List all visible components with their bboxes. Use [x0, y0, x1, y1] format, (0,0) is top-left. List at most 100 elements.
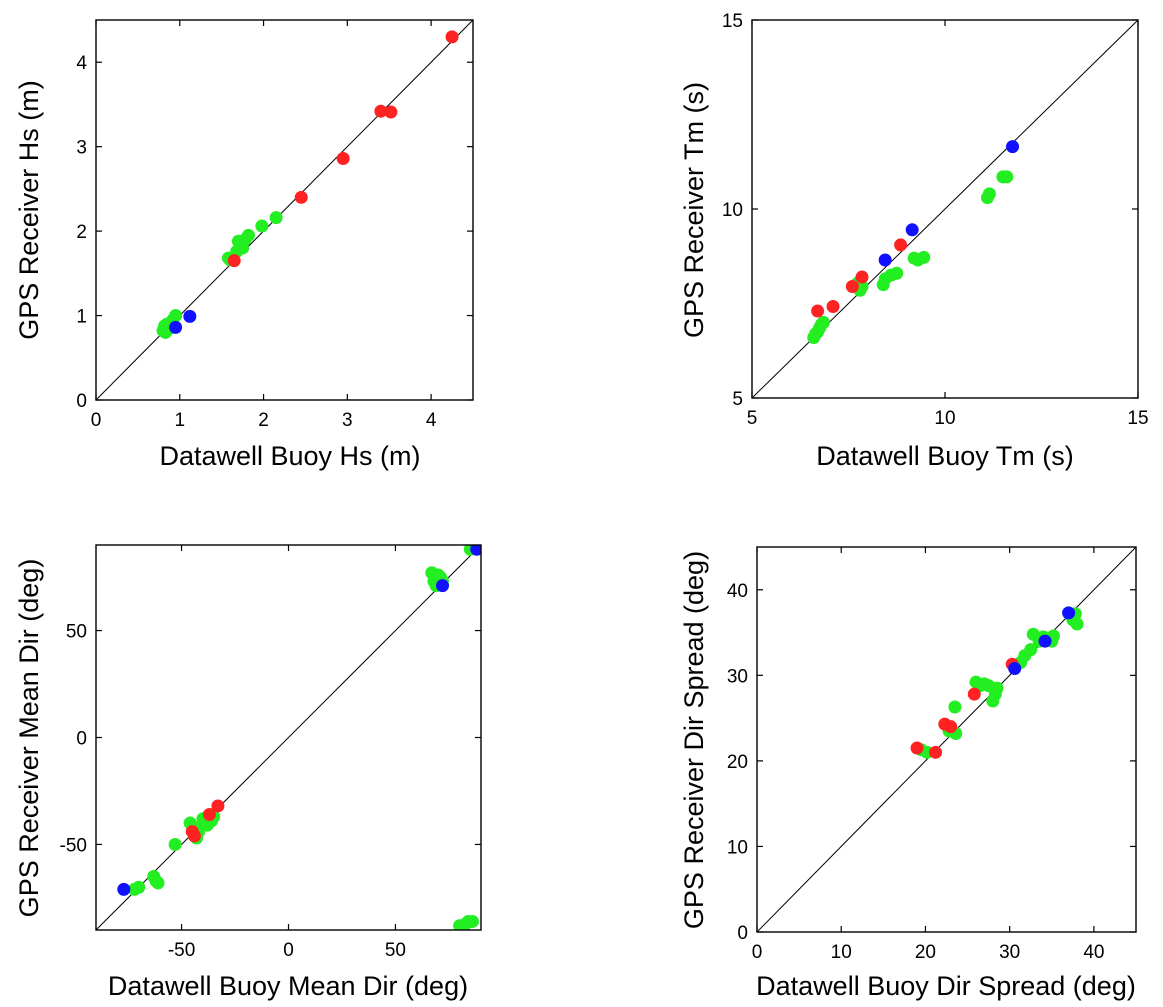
panel-hs-xtick-label: 1: [174, 410, 185, 431]
panel-dir-spread-marks: 0 10 20 30 40 0 10 20 30 40: [727, 546, 1137, 963]
panel-dir-spread-plot-frame: [756, 546, 1137, 933]
panel-mean-dir-xtick-label: 0: [283, 940, 294, 961]
panel-hs-xtick-label: 4: [426, 410, 437, 431]
panel-mean-dir-point-red: [202, 808, 216, 821]
panel-dir-spread-xtick-label: 40: [1083, 942, 1104, 963]
panel-dir-spread-point-blue: [1062, 606, 1076, 620]
panel-hs-xtick-label: 0: [91, 410, 102, 431]
panel-dir-spread: 0 10 20 30 40 0 10 20 30 40 Datawell Buoy Dir Spr…: [679, 546, 1137, 1001]
panel-hs-point-green: [255, 219, 269, 233]
panel-dir-spread-xlabel: Datawell Buoy Dir Spread (deg): [756, 971, 1136, 1001]
panel-tm-xlabel: Datawell Buoy Tm (s): [816, 441, 1074, 471]
panel-hs-point-green: [169, 309, 183, 323]
panel-hs-point-green: [159, 325, 173, 339]
panel-hs-xtick-label: 3: [342, 410, 353, 431]
panel-hs-ytick-label: 2: [76, 222, 87, 243]
panel-mean-dir-point-green: [453, 919, 467, 930]
panel-tm-point-red: [894, 238, 908, 252]
panel-dir-spread-ytick-label: 0: [737, 923, 748, 944]
panel-tm: 5 10 15 5 10 15 Datawell Buoy Tm (s) GPS Rece…: [679, 11, 1149, 471]
panel-dir-spread-point-green: [1024, 643, 1038, 657]
panel-mean-dir-point-blue: [470, 545, 481, 556]
panel-mean-dir-xlabel: Datawell Buoy Mean Dir (deg): [108, 971, 468, 1001]
panel-tm-point-blue: [905, 223, 919, 237]
panel-tm-point-green: [890, 266, 904, 280]
panel-hs-ytick-label: 3: [76, 138, 87, 159]
panel-tm-point-green: [1000, 170, 1014, 184]
panel-hs-ytick-label: 4: [76, 53, 87, 74]
panel-hs-point-red: [227, 254, 241, 268]
panel-dir-spread-point-red: [967, 687, 981, 701]
panel-mean-dir: -50 0 50 -50 0 50 Datawell Buoy Mean Dir (deg…: [14, 544, 482, 1001]
panel-mean-dir-point-green: [151, 876, 165, 890]
panel-dir-spread-point-green: [990, 681, 1004, 695]
panel-mean-dir-points: [117, 545, 481, 930]
panel-dir-spread-ytick-label: 10: [727, 837, 748, 858]
panel-hs-point-green: [231, 234, 245, 248]
panel-tm-point-red: [811, 304, 825, 318]
panel-dir-spread-xtick-label: 0: [752, 942, 763, 963]
panel-hs-ytick-label: 0: [76, 391, 87, 412]
panel-dir-spread-point-blue: [1038, 634, 1052, 648]
panel-hs-point-red: [445, 30, 459, 44]
panel-mean-dir-point-green: [132, 880, 146, 894]
panel-dir-spread-point-red: [910, 741, 924, 755]
panel-dir-spread-points: [910, 606, 1084, 759]
panel-tm-xtick-label: 15: [1127, 408, 1148, 429]
panel-dir-spread-xtick-label: 20: [915, 942, 936, 963]
panel-tm-marks: 5 10 15 5 10 15: [722, 11, 1149, 429]
panel-hs-plot-frame: [95, 19, 474, 401]
panel-mean-dir-ytick-label: -50: [60, 835, 87, 856]
panel-dir-spread-ytick-label: 20: [727, 752, 748, 773]
panel-dir-spread-ytick-label: 40: [727, 581, 748, 602]
panel-hs-xtick-label: 2: [258, 410, 269, 431]
panel-mean-dir-xtick-label: 50: [385, 940, 406, 961]
panel-tm-point-red: [855, 270, 869, 284]
panel-tm-xtick-label: 10: [934, 408, 955, 429]
panel-hs-point-red: [384, 105, 398, 119]
panel-tm-ytick-label: 5: [732, 389, 743, 410]
panel-mean-dir-point-blue: [436, 579, 449, 593]
panel-dir-spread-xtick-label: 10: [831, 942, 852, 963]
panel-dir-spread-point-green: [948, 700, 962, 714]
panel-mean-dir-ytick-label: 50: [66, 622, 87, 643]
panel-tm-point-green: [816, 315, 830, 329]
panel-mean-dir-identity-line: [96, 545, 481, 930]
panel-hs-point-green: [241, 228, 255, 242]
panel-mean-dir-point-red: [187, 829, 201, 843]
panel-dir-spread-ylabel: GPS Receiver Dir Spread (deg): [679, 551, 709, 929]
panel-hs-point-red: [294, 190, 308, 204]
panel-hs-marks: 0 1 2 3 4 0 1 2 3 4: [76, 19, 474, 431]
panel-hs-point-red: [336, 151, 350, 165]
panel-mean-dir-marks: -50 0 50 -50 0 50: [60, 544, 482, 961]
panel-dir-spread-point-red: [944, 720, 958, 734]
panel-mean-dir-ylabel: GPS Receiver Mean Dir (deg): [14, 559, 44, 918]
panel-hs-point-blue: [169, 320, 183, 334]
panel-dir-spread-point-blue: [1008, 661, 1022, 675]
panel-dir-spread-ytick-label: 30: [727, 666, 748, 687]
panel-hs-xlabel: Datawell Buoy Hs (m): [159, 441, 420, 471]
panel-tm-ytick-label: 15: [722, 11, 743, 32]
panel-tm-point-red: [826, 300, 840, 314]
panel-tm-point-green: [855, 279, 869, 293]
panel-hs-points: [156, 30, 459, 339]
panel-dir-spread-point-green: [1070, 617, 1084, 631]
panel-tm-point-blue: [878, 253, 892, 267]
panel-tm-ytick-label: 10: [722, 200, 743, 221]
panel-tm-points: [807, 140, 1020, 345]
panel-mean-dir-xtick-label: -50: [168, 940, 195, 961]
panel-tm-ylabel: GPS Receiver Tm (s): [679, 82, 709, 338]
panel-tm-xtick-label: 5: [747, 408, 758, 429]
panel-hs: 0 1 2 3 4 0 1 2 3 4 Datawell Buoy Hs (m) GPS Rece…: [14, 19, 474, 471]
panel-mean-dir-ytick-label: 0: [76, 729, 87, 750]
panel-tm-point-blue: [1006, 140, 1020, 154]
panel-hs-point-blue: [183, 309, 197, 323]
panel-hs-point-red: [374, 104, 388, 118]
panel-dir-spread-point-red: [929, 745, 943, 759]
panel-mean-dir-point-green: [168, 837, 182, 851]
panel-hs-ylabel: GPS Receiver Hs (m): [14, 80, 44, 340]
panel-tm-point-green: [982, 187, 996, 201]
panel-mean-dir-point-red: [211, 799, 225, 813]
panel-hs-identity-line: [96, 20, 473, 400]
